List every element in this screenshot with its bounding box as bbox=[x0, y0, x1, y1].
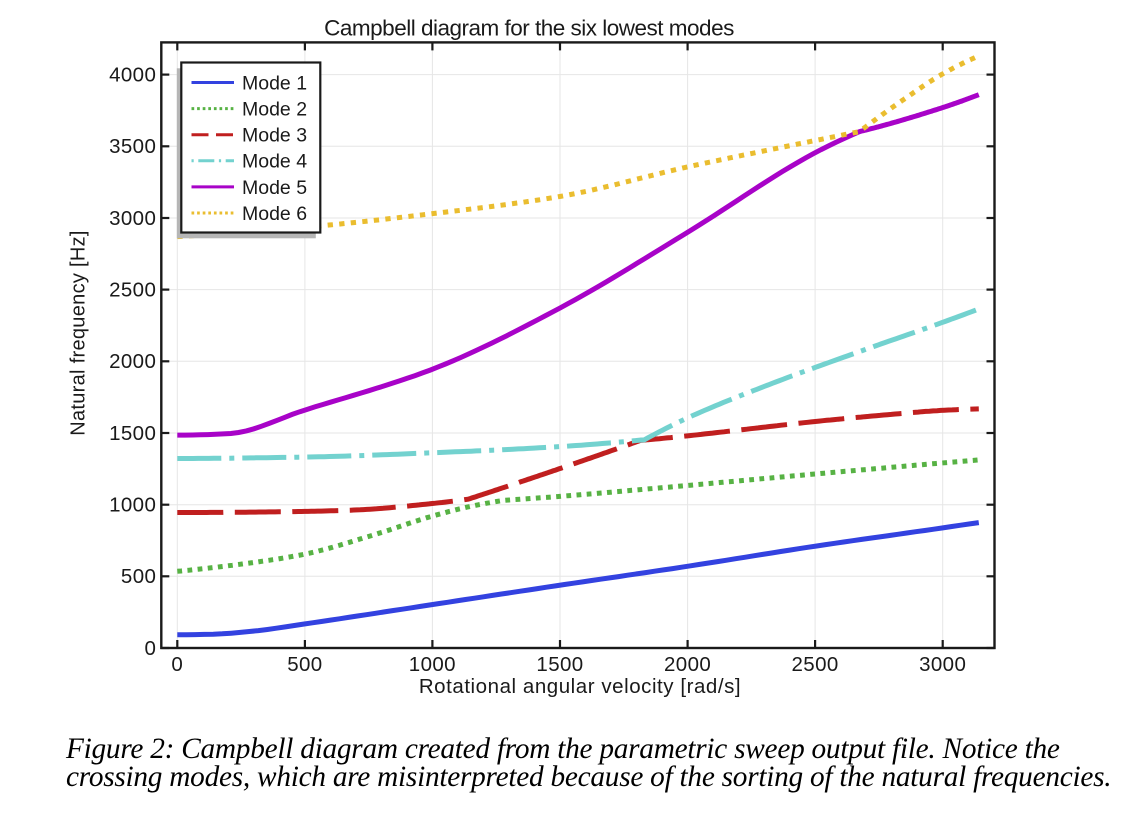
svg-text:1000: 1000 bbox=[109, 494, 156, 517]
svg-text:2500: 2500 bbox=[791, 653, 838, 676]
svg-text:2500: 2500 bbox=[109, 279, 156, 302]
svg-text:Mode 4: Mode 4 bbox=[242, 151, 307, 173]
svg-text:2000: 2000 bbox=[664, 653, 711, 676]
svg-text:3000: 3000 bbox=[919, 653, 966, 676]
svg-text:4000: 4000 bbox=[109, 64, 156, 87]
svg-text:Natural frequency [Hz]: Natural frequency [Hz] bbox=[68, 230, 90, 436]
svg-text:500: 500 bbox=[287, 653, 322, 676]
svg-text:Mode 5: Mode 5 bbox=[242, 177, 307, 199]
svg-text:Rotational angular velocity [r: Rotational angular velocity [rad/s] bbox=[419, 675, 741, 698]
svg-text:1000: 1000 bbox=[409, 653, 456, 676]
svg-text:Mode 6: Mode 6 bbox=[242, 203, 307, 225]
svg-text:0: 0 bbox=[144, 637, 156, 660]
svg-text:1500: 1500 bbox=[109, 422, 156, 445]
svg-text:2000: 2000 bbox=[109, 350, 156, 373]
svg-text:Mode 2: Mode 2 bbox=[242, 99, 307, 121]
svg-text:500: 500 bbox=[121, 565, 156, 588]
svg-text:3500: 3500 bbox=[109, 135, 156, 158]
svg-text:Mode 3: Mode 3 bbox=[242, 125, 307, 147]
svg-text:Campbell diagram for the six l: Campbell diagram for the six lowest mode… bbox=[324, 16, 734, 41]
svg-text:3000: 3000 bbox=[109, 207, 156, 230]
svg-text:1500: 1500 bbox=[536, 653, 583, 676]
svg-text:0: 0 bbox=[171, 653, 183, 676]
svg-text:Mode 1: Mode 1 bbox=[242, 72, 307, 94]
